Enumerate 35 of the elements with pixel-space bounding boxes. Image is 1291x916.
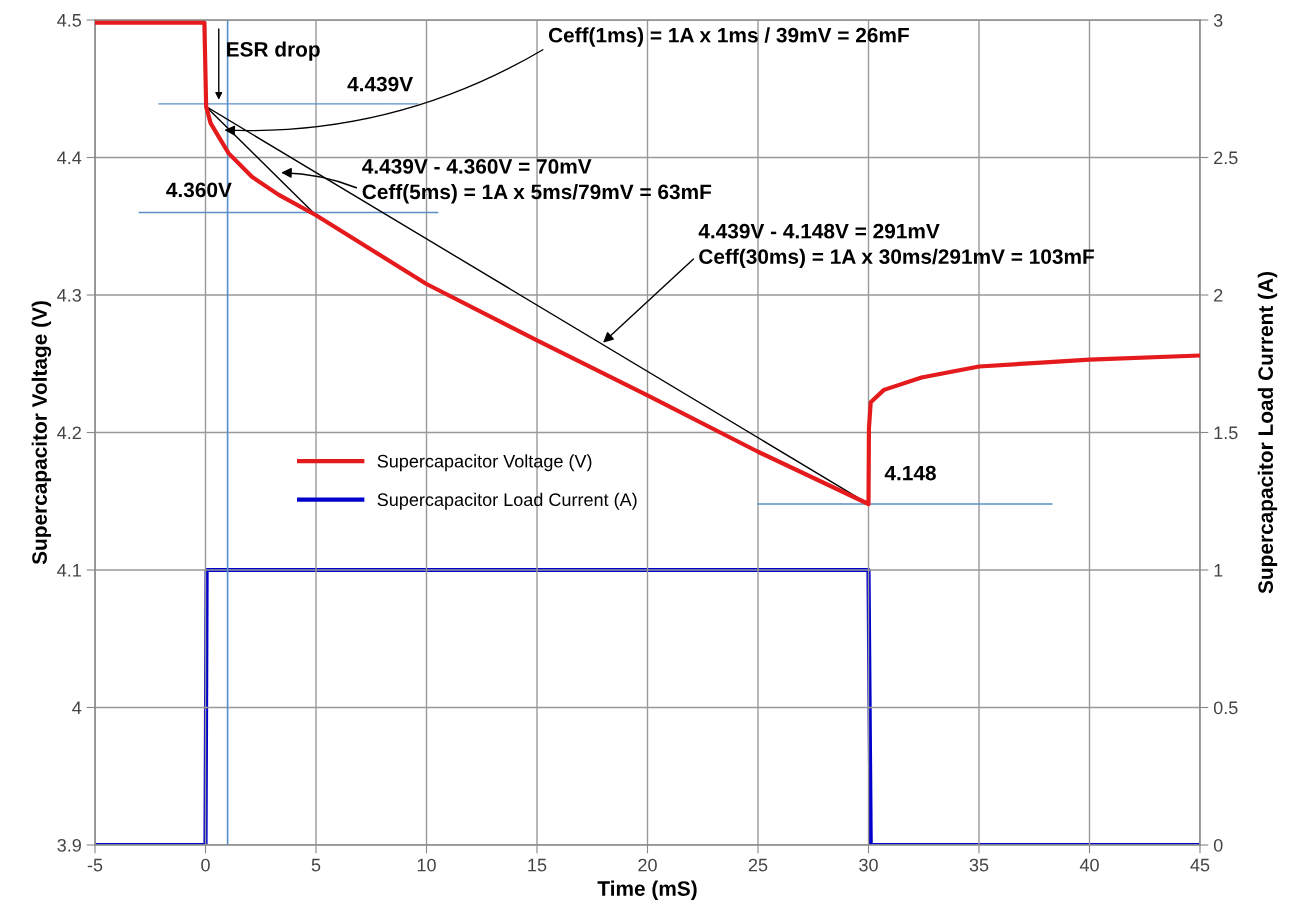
x-axis-title: Time (mS) (597, 880, 697, 900)
x-tick-label: -5 (87, 858, 103, 872)
y-tick-label: 4.4 (57, 151, 82, 165)
y-tick-label: 4.2 (57, 426, 81, 440)
annotation: 4.439V (347, 76, 413, 92)
y2-tick-label: 1.5 (1214, 426, 1238, 440)
x-tick-label: 10 (417, 858, 436, 872)
annotation: 4.439V - 4.360V = 70mV Ceff(5ms) = 1A x 5ms/79mV = 63mF (362, 159, 712, 204)
y2-axis-title: Supercapacitor Load Current (A) (1257, 272, 1278, 594)
annotation: 4.148 (884, 465, 936, 481)
x-tick-label: 25 (748, 858, 768, 872)
y-tick-label: 4 (72, 701, 82, 715)
y-axis-title: Supercapacitor Voltage (V) (31, 301, 52, 565)
x-tick-label: 35 (969, 858, 989, 872)
y2-tick-label: 2 (1214, 288, 1223, 302)
y-tick-label: 4.5 (57, 14, 82, 27)
y-tick-label: 4.3 (57, 288, 82, 302)
y2-tick-label: 2.5 (1214, 151, 1238, 165)
y2-tick-label: 0 (1213, 838, 1223, 852)
legend-label: Supercapacitor Voltage (V) (377, 454, 592, 472)
x-tick-label: 5 (311, 858, 321, 872)
y2-tick-label: 0.5 (1213, 701, 1238, 715)
x-tick-label: 20 (638, 858, 657, 872)
y-tick-label: 3.9 (57, 838, 81, 852)
annotation: Ceff(1ms) = 1A x 1ms / 39mV = 26mF (548, 27, 909, 47)
x-tick-label: 30 (859, 858, 878, 872)
annotation: 4.439V - 4.148V = 291mV Ceff(30ms) = 1A x 30ms/291mV = 103mF (698, 223, 1094, 269)
y2-tick-label: 3 (1213, 13, 1223, 27)
x-tick-label: 15 (528, 858, 547, 872)
legend-label: Supercapacitor Load Current (A) (377, 492, 637, 510)
y2-tick-label: 1 (1214, 564, 1223, 577)
x-tick-label: 40 (1079, 858, 1099, 872)
x-tick-label: 45 (1190, 858, 1210, 872)
x-tick-label: 0 (201, 858, 210, 872)
y-tick-label: 4.1 (57, 564, 81, 577)
